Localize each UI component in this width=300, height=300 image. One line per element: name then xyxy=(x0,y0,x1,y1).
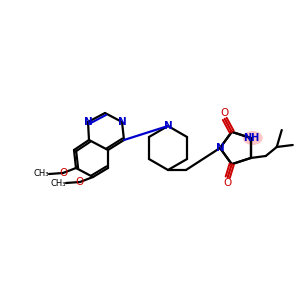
Text: NH: NH xyxy=(243,133,259,143)
Ellipse shape xyxy=(243,131,263,145)
Text: O: O xyxy=(59,168,67,178)
Text: CH₃: CH₃ xyxy=(50,178,66,188)
Text: N: N xyxy=(216,143,224,153)
Text: N: N xyxy=(164,121,172,131)
Text: N: N xyxy=(84,117,92,127)
Text: O: O xyxy=(220,108,229,118)
Text: N: N xyxy=(118,117,126,127)
Text: O: O xyxy=(76,177,84,187)
Text: O: O xyxy=(224,178,232,188)
Text: CH₃: CH₃ xyxy=(33,169,49,178)
